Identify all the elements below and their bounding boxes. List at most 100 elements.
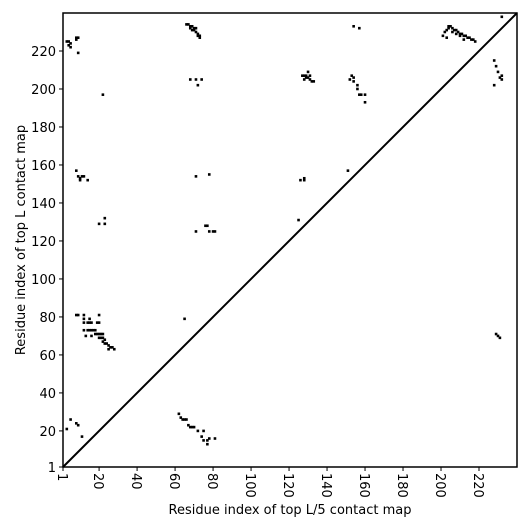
contact	[65, 427, 69, 431]
contact	[103, 216, 107, 220]
contact	[308, 78, 312, 81]
contact	[206, 439, 209, 442]
contact	[302, 176, 306, 180]
contact	[498, 76, 502, 79]
contact	[95, 332, 99, 336]
y-tick-label: 20	[39, 425, 56, 440]
contact	[198, 36, 202, 39]
contact	[211, 230, 215, 233]
contact	[88, 328, 91, 332]
contact	[95, 321, 99, 324]
contact	[86, 328, 89, 332]
contact	[304, 76, 308, 79]
contact	[462, 38, 466, 41]
contact	[86, 178, 89, 182]
contact	[204, 224, 207, 228]
contact	[445, 36, 449, 39]
x-tick-label: 220	[470, 473, 485, 498]
contact	[188, 24, 192, 28]
contact	[82, 321, 86, 324]
contact	[451, 26, 454, 30]
contact	[78, 176, 82, 180]
contact	[179, 416, 183, 419]
contact	[454, 28, 458, 32]
contact	[97, 222, 101, 226]
contact	[97, 332, 101, 336]
contact	[346, 169, 350, 172]
contact	[90, 321, 93, 324]
contact	[90, 334, 93, 338]
contact	[188, 78, 192, 81]
y-tick-label: 220	[31, 45, 56, 60]
contact	[111, 346, 114, 349]
contact	[82, 328, 86, 332]
contact	[207, 437, 211, 440]
y-tick-label: 180	[31, 121, 56, 136]
contact	[456, 30, 460, 34]
contact	[449, 24, 452, 28]
y-tick-label: 140	[31, 197, 56, 212]
contact	[358, 93, 361, 96]
contact	[185, 418, 188, 421]
contact	[99, 336, 103, 340]
contact	[194, 26, 198, 30]
x-axis-label: Residue index of top L/5 contact map	[169, 503, 412, 518]
contact	[181, 418, 184, 421]
x-tick-label: 60	[166, 473, 181, 490]
contact	[447, 26, 450, 30]
contact	[80, 435, 84, 438]
x-tick-label: 80	[204, 473, 219, 490]
diagonal	[62, 12, 518, 468]
contact	[185, 23, 188, 26]
contact	[103, 342, 107, 345]
x-tick-label: 180	[394, 473, 409, 498]
y-tick-label: 100	[31, 273, 56, 288]
contact	[213, 437, 217, 440]
contact	[97, 336, 101, 340]
contact	[82, 317, 86, 321]
x-tick-label: 120	[280, 473, 295, 498]
y-tick-label: 80	[39, 311, 56, 326]
contact	[88, 317, 91, 321]
contact	[107, 347, 110, 351]
contact	[458, 32, 462, 36]
contact	[103, 338, 107, 342]
contact	[468, 36, 471, 39]
contact	[494, 332, 498, 336]
contact	[183, 418, 186, 421]
contact	[194, 78, 198, 81]
contact	[76, 175, 80, 178]
contact	[183, 317, 186, 321]
contact	[301, 74, 304, 77]
contact	[202, 439, 205, 442]
contact	[352, 80, 355, 83]
contact	[302, 78, 306, 81]
y-tick-label: 40	[39, 387, 56, 402]
contact	[458, 34, 462, 38]
x-tick-label: 40	[128, 473, 143, 490]
contact	[84, 334, 88, 338]
contact	[500, 15, 504, 19]
contact	[297, 218, 300, 222]
contact	[496, 334, 500, 338]
contact	[500, 78, 504, 81]
contact	[454, 32, 458, 36]
contact	[470, 38, 473, 41]
contact	[93, 332, 97, 336]
contact	[74, 36, 78, 39]
contact	[306, 70, 310, 74]
contact	[78, 178, 82, 182]
contact	[187, 423, 190, 427]
contact	[441, 34, 445, 38]
contact	[192, 26, 196, 30]
contact	[302, 178, 306, 182]
contact	[107, 344, 110, 347]
contact	[196, 429, 200, 433]
contact	[462, 34, 466, 38]
contact	[109, 346, 112, 349]
contact	[190, 28, 194, 32]
contact	[202, 429, 205, 433]
contact	[306, 76, 310, 79]
x-tick-label: 100	[242, 473, 257, 498]
contact	[359, 93, 363, 96]
